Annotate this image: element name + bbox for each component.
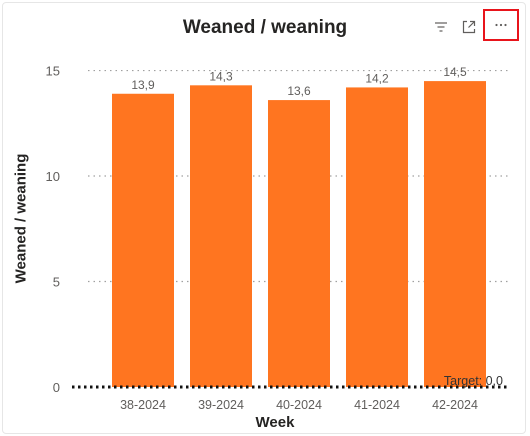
bar [424, 81, 486, 387]
y-tick-label: 5 [53, 275, 60, 290]
bar [112, 93, 174, 388]
data-label: 13,6 [287, 84, 311, 98]
data-label: 13,9 [131, 78, 155, 92]
bar [268, 100, 330, 388]
y-tick-label: 10 [46, 169, 60, 184]
more-options-button[interactable] [483, 9, 519, 41]
x-tick-label: 41-2024 [354, 398, 400, 412]
x-tick-label: 39-2024 [198, 398, 244, 412]
filter-icon [435, 22, 447, 32]
chart-title: Weaned / weaning [182, 17, 348, 38]
x-tick-label: 42-2024 [432, 398, 478, 412]
focus-mode-button[interactable] [455, 13, 483, 41]
visual-toolbar [427, 9, 519, 41]
data-label: 14,2 [365, 71, 389, 85]
filter-button[interactable] [427, 13, 455, 41]
more-options-icon [495, 23, 507, 27]
x-tick-label: 40-2024 [276, 398, 322, 412]
x-tick-label: 38-2024 [120, 398, 166, 412]
data-label: 14,3 [209, 69, 233, 83]
data-label: 14,5 [443, 65, 467, 79]
y-tick-label: 15 [46, 64, 60, 79]
focus-mode-icon [462, 20, 476, 34]
bar [190, 85, 252, 387]
y-tick-label: 0 [53, 380, 60, 395]
x-axis-title: Week [255, 414, 295, 431]
bar [346, 87, 408, 387]
target-label: Target: 0,0 [444, 374, 503, 388]
